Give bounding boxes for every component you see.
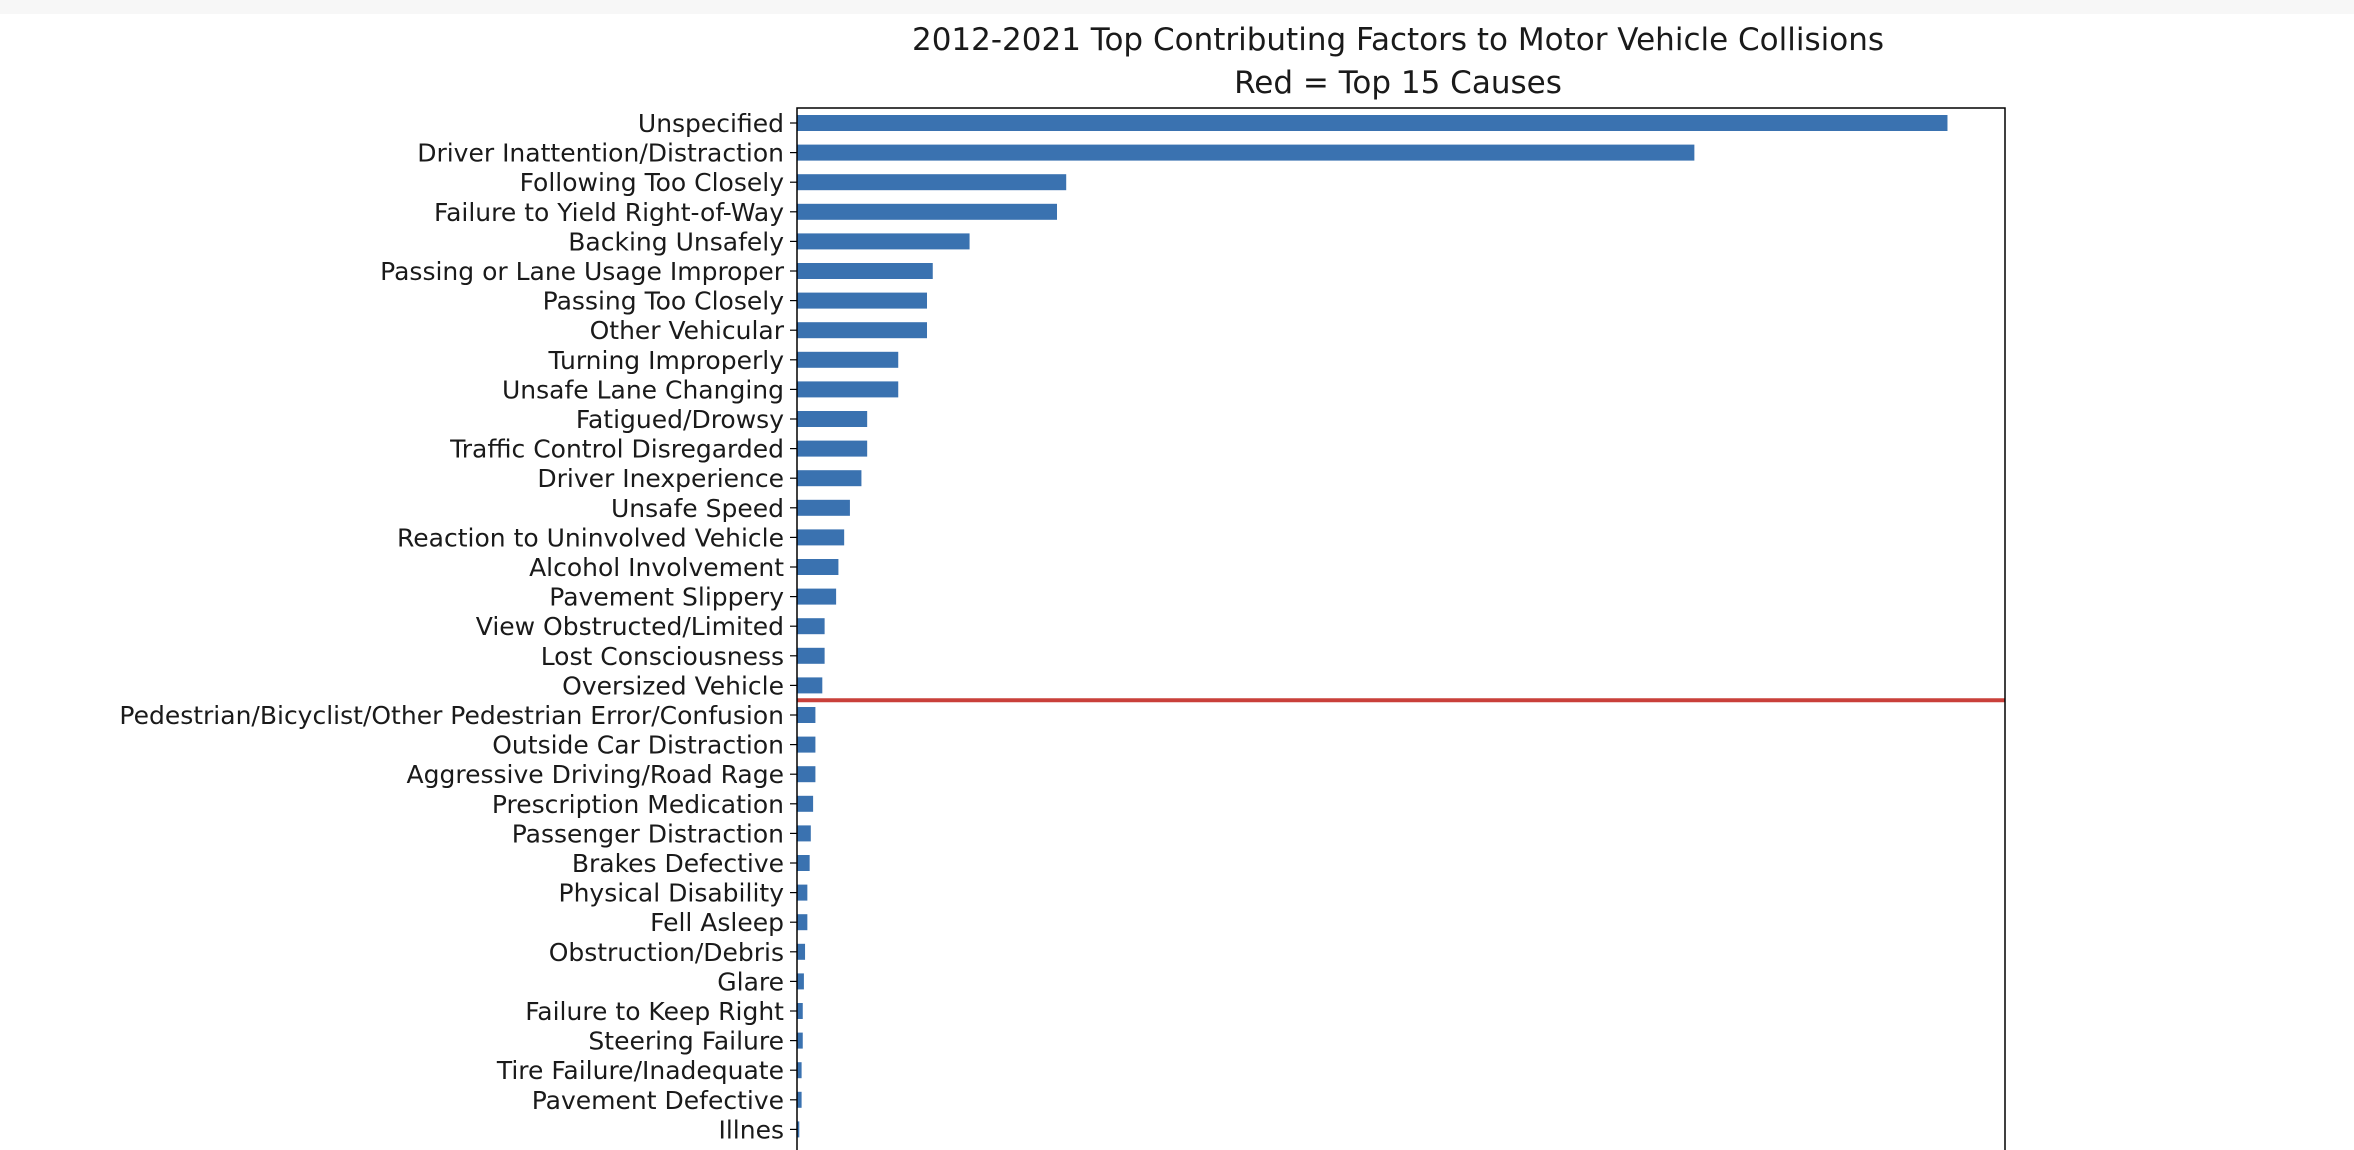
bar: [797, 1121, 800, 1138]
bar: [797, 855, 810, 871]
bar: [797, 884, 808, 901]
bar: [797, 322, 928, 339]
y-tick-label: Pavement Defective: [532, 1086, 784, 1115]
y-tick-label: Glare: [717, 967, 784, 996]
bar: [797, 529, 845, 546]
bar: [797, 943, 806, 960]
bar: [797, 1032, 803, 1049]
bar: [797, 381, 899, 398]
bar: [797, 707, 816, 723]
bar: [797, 825, 811, 842]
bar: [797, 292, 928, 309]
bar: [797, 440, 868, 457]
y-tick-label: Obstruction/Debris: [549, 938, 784, 967]
y-tick-label: Other Vehicular: [590, 316, 785, 345]
bar: [797, 233, 970, 250]
bar: [797, 647, 825, 664]
y-tick-label: Turning Improperly: [548, 346, 785, 375]
y-tick-label: Lost Consciousness: [541, 642, 784, 671]
y-tick-label: Outside Car Distraction: [492, 731, 784, 760]
y-tick-label: Illnes: [718, 1115, 784, 1144]
y-tick-label: Physical Disability: [559, 879, 785, 908]
plot-frame: [796, 107, 2006, 1150]
y-tick-label: Passenger Distraction: [512, 819, 784, 848]
bar: [797, 736, 816, 753]
bar: [797, 795, 814, 812]
bar: [797, 1003, 803, 1019]
y-tick-label: View Obstructed/Limited: [476, 612, 784, 641]
y-tick-label: Aggressive Driving/Road Rage: [407, 760, 785, 789]
top-strip: [0, 0, 2354, 14]
y-tick-label: Following Too Closely: [520, 168, 785, 197]
bars-group: [797, 115, 1948, 1138]
y-tick-label: Unspecified: [638, 109, 784, 138]
bar: [797, 115, 1948, 131]
y-tick-label: Oversized Vehicle: [562, 671, 784, 700]
y-tick-label: Unsafe Lane Changing: [502, 375, 784, 404]
y-tick-label: Unsafe Speed: [611, 494, 784, 523]
chart-subtitle: Red = Top 15 Causes: [1234, 65, 1562, 101]
y-tick-label: Alcohol Involvement: [529, 553, 784, 582]
bar: [797, 203, 1058, 220]
bar: [797, 351, 899, 368]
y-tick-label: Brakes Defective: [572, 849, 784, 878]
y-tick-label: Failure to Keep Right: [525, 997, 784, 1026]
bar: [797, 618, 825, 635]
y-tick-label: Reaction to Uninvolved Vehicle: [397, 523, 784, 552]
y-tick-label: Pavement Slippery: [549, 583, 784, 612]
y-tick-label: Passing or Lane Usage Improper: [380, 257, 785, 286]
bar: [797, 588, 837, 605]
y-tick-label: Pedestrian/Bicyclist/Other Pedestrian Er…: [119, 701, 784, 730]
y-tick-label: Traffic Control Disregarded: [449, 435, 784, 464]
chart-title: 2012-2021 Top Contributing Factors to Mo…: [912, 22, 1884, 58]
bar: [797, 499, 850, 516]
y-tick-label: Passing Too Closely: [543, 287, 785, 316]
bar: [797, 973, 804, 990]
y-tick-label: Prescription Medication: [492, 790, 784, 819]
bar: [797, 1062, 802, 1079]
y-tick-label: Fell Asleep: [650, 908, 784, 937]
y-tick-label: Backing Unsafely: [568, 227, 784, 256]
y-tick-label: Failure to Yield Right-of-Way: [434, 198, 784, 227]
bar: [797, 411, 868, 427]
y-tick-label: Steering Failure: [588, 1027, 784, 1056]
bar: [797, 677, 823, 694]
bar: [797, 174, 1067, 191]
y-tick-label: Fatigued/Drowsy: [576, 405, 784, 434]
bar: [797, 470, 862, 487]
y-tick-label: Driver Inexperience: [537, 464, 784, 493]
bar: [797, 144, 1695, 161]
bar: [797, 263, 933, 279]
y-tick-marks: [790, 122, 797, 1131]
y-tick-label: Driver Inattention/Distraction: [417, 139, 784, 168]
bar: [797, 1091, 802, 1108]
bar: [797, 914, 808, 931]
y-tick-label: Tire Failure/Inadequate: [496, 1056, 784, 1085]
bar: [797, 559, 839, 575]
bar: [797, 766, 816, 783]
